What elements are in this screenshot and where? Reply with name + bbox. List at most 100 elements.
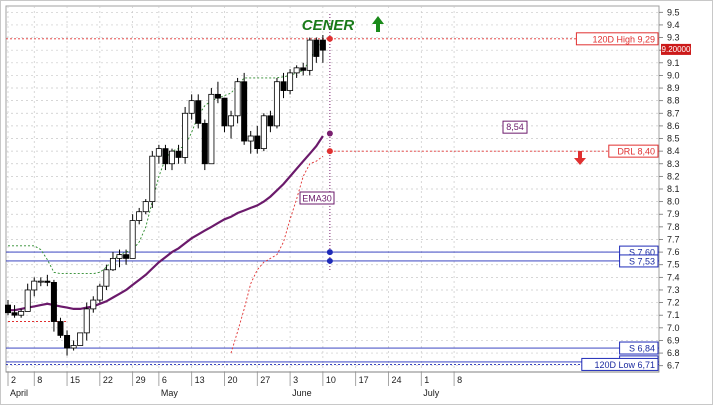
y-tick-label: 8.5 xyxy=(667,134,680,144)
candle xyxy=(280,72,287,99)
candle xyxy=(116,249,123,268)
y-tick-label: 7.2 xyxy=(667,298,680,308)
candle xyxy=(136,207,143,225)
candles xyxy=(5,35,326,356)
candle xyxy=(50,279,57,332)
trend-down-arrow-icon xyxy=(574,151,586,165)
x-tick-label: 13 xyxy=(195,375,205,385)
y-tick-label: 9.0 xyxy=(667,70,680,80)
x-tick-label: 1 xyxy=(424,375,429,385)
candle xyxy=(201,119,208,171)
y-tick-label: 7.3 xyxy=(667,285,680,295)
candle xyxy=(175,144,182,164)
level-label: 120D Low 6,71 xyxy=(581,357,659,371)
candle xyxy=(18,308,25,318)
candle xyxy=(57,317,64,338)
trend-up-arrow-icon xyxy=(372,16,384,32)
candle xyxy=(319,35,326,63)
svg-text:DRL 8,40: DRL 8,40 xyxy=(617,147,655,157)
x-tick-label: 17 xyxy=(359,375,369,385)
candle xyxy=(24,283,31,312)
svg-text:9.20000: 9.20000 xyxy=(662,45,691,54)
svg-text:120D High 9,29: 120D High 9,29 xyxy=(592,34,655,44)
x-month-label: May xyxy=(161,388,179,398)
y-tick-label: 7.5 xyxy=(667,260,680,270)
x-tick-label: 15 xyxy=(70,375,80,385)
stop-loss-line xyxy=(230,155,324,354)
y-tick-label: 8.2 xyxy=(667,171,680,181)
y-tick-label: 8.0 xyxy=(667,197,680,207)
x-month-label: June xyxy=(292,388,312,398)
candle xyxy=(188,94,195,120)
candle xyxy=(70,340,77,351)
candle xyxy=(31,277,38,297)
y-tick-label: 8.9 xyxy=(667,83,680,93)
y-tick-label: 7.7 xyxy=(667,234,680,244)
candle xyxy=(313,37,320,63)
x-tick-label: 20 xyxy=(227,375,237,385)
candle xyxy=(109,252,116,272)
y-tick-label: 7.0 xyxy=(667,323,680,333)
candle xyxy=(44,274,51,287)
candle xyxy=(287,69,294,95)
candle xyxy=(306,37,313,76)
y-tick-label: 8.3 xyxy=(667,159,680,169)
candle xyxy=(37,277,44,287)
candle xyxy=(90,296,97,313)
y-tick-label: 6.8 xyxy=(667,348,680,358)
x-tick-label: 8 xyxy=(457,375,462,385)
ema30-line xyxy=(8,135,324,312)
x-tick-label: 10 xyxy=(326,375,336,385)
y-tick-label: 9.3 xyxy=(667,33,680,43)
svg-text:8,54: 8,54 xyxy=(506,122,524,132)
candle xyxy=(234,77,241,124)
svg-text:120D Low 6,71: 120D Low 6,71 xyxy=(594,360,655,370)
candle xyxy=(149,151,156,208)
candle xyxy=(182,106,189,164)
y-tick-label: 8.6 xyxy=(667,121,680,131)
projection-dot xyxy=(326,148,333,155)
level-label: S 6,84 xyxy=(619,341,659,355)
y-tick-label: 8.8 xyxy=(667,96,680,106)
candle xyxy=(96,283,103,303)
y-tick-label: 8.7 xyxy=(667,108,680,118)
candle xyxy=(260,113,267,152)
candle xyxy=(293,65,300,78)
candle xyxy=(221,97,228,133)
level-label: S 7,53 xyxy=(619,254,659,268)
x-month-label: July xyxy=(423,388,440,398)
svg-text:EMA30: EMA30 xyxy=(302,194,332,204)
level-label: DRL 8,40 xyxy=(608,144,659,158)
projection-dot xyxy=(326,257,333,264)
y-tick-label: 9.4 xyxy=(667,20,680,30)
y-tick-label: 6.9 xyxy=(667,335,680,345)
candle xyxy=(5,300,11,316)
candle xyxy=(162,144,169,171)
candle xyxy=(195,94,202,129)
candle xyxy=(267,110,274,133)
candle xyxy=(241,72,248,145)
candle xyxy=(103,264,110,290)
candle xyxy=(273,77,280,129)
x-tick-label: 29 xyxy=(136,375,146,385)
y-tick-label: 7.9 xyxy=(667,209,680,219)
x-axis: 2 8 15 22 29 6 13 20 27 3 10 17 24 1 8 April May June July xyxy=(6,371,659,398)
candle xyxy=(123,249,130,265)
x-tick-label: 3 xyxy=(293,375,298,385)
svg-text:S 7,60: S 7,60 xyxy=(629,248,655,258)
ema-series-label: EMA30 xyxy=(299,191,335,205)
svg-text:S 6,84: S 6,84 xyxy=(629,344,655,354)
x-tick-label: 22 xyxy=(103,375,113,385)
x-tick-label: 24 xyxy=(391,375,401,385)
grid-lines xyxy=(6,6,659,372)
y-axis: 9.59.49.39.29.19.08.98.88.78.68.58.48.38… xyxy=(659,7,680,371)
y-tick-label: 7.8 xyxy=(667,222,680,232)
candle xyxy=(214,81,221,104)
x-tick-label: 27 xyxy=(260,375,270,385)
y-tick-label: 7.1 xyxy=(667,310,680,320)
svg-text:S 7,53: S 7,53 xyxy=(629,256,655,266)
candle xyxy=(228,110,235,139)
y-tick-label: 7.4 xyxy=(667,272,680,282)
y-tick-label: 8.4 xyxy=(667,146,680,156)
candle xyxy=(247,130,254,154)
